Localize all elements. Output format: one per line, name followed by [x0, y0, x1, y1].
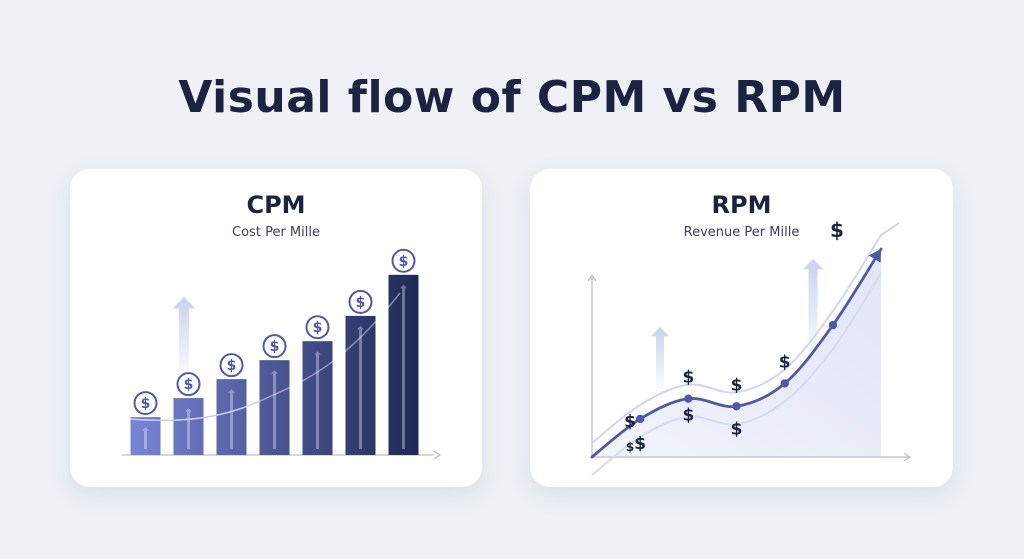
- bar-up-arrow-icon: [142, 427, 149, 449]
- rpm-point-marker: [828, 320, 838, 330]
- cpm-card: CPM Cost Per Mille $ $ $ $ $ $ $: [70, 169, 482, 487]
- cpm-bar: [388, 274, 419, 455]
- cpm-bar: [130, 417, 161, 455]
- rpm-dollar-label: $: [682, 368, 694, 388]
- rpm-point-marker: [635, 414, 645, 424]
- rpm-point-marker: [780, 379, 789, 388]
- svg-text:$: $: [141, 396, 151, 412]
- dollar-coin-icon: $: [348, 289, 373, 314]
- rpm-dollar-label: $: [731, 375, 743, 395]
- bar-up-arrow-icon: [271, 370, 278, 449]
- rpm-card-subtitle: Revenue Per Mille: [683, 225, 800, 240]
- cpm-bar: [173, 398, 204, 455]
- cpm-bar: [302, 341, 333, 455]
- bar-up-arrow-icon: [185, 408, 192, 449]
- rpm-dollar-label: $: [626, 440, 634, 454]
- cpm-trend-curve-light: [129, 400, 261, 422]
- cpm-card-title: CPM: [246, 191, 306, 219]
- rpm-x-axis-arrow-icon: [903, 452, 912, 462]
- background-up-arrow-icon: [172, 297, 196, 384]
- dollar-coin-icon: $: [133, 391, 158, 416]
- rpm-point-marker: [684, 394, 693, 403]
- background-up-arrow-icon: [650, 327, 670, 394]
- page-title: Visual flow of CPM vs RPM: [178, 72, 846, 123]
- rpm-echo-curve: [591, 222, 900, 444]
- rpm-point-marker: [732, 402, 741, 411]
- cpm-card-subtitle: Cost Per Mille: [232, 225, 320, 240]
- svg-text:$: $: [313, 320, 323, 336]
- dollar-coin-icon: $: [219, 353, 244, 378]
- rpm-line-chart: $$ $$$$$$$: [587, 218, 912, 476]
- svg-text:$: $: [399, 254, 409, 270]
- bar-up-arrow-icon: [357, 325, 364, 449]
- svg-text:$: $: [184, 377, 194, 393]
- cpm-bar-chart: $ $ $ $ $ $ $: [122, 248, 442, 460]
- rpm-dollar-label: $: [634, 434, 646, 454]
- svg-text:$: $: [270, 339, 280, 355]
- cpm-bar: [259, 360, 290, 455]
- dollar-coin-icon: $: [262, 334, 287, 359]
- bar-up-arrow-icon: [400, 284, 407, 449]
- svg-text:$: $: [356, 295, 366, 311]
- rpm-area-fill: [592, 249, 882, 457]
- rpm-echo-curve: [591, 272, 882, 476]
- rpm-card: RPM Revenue Per Mille $ $ $ $ $ $ $ $ $: [530, 169, 953, 487]
- svg-text:$: $: [227, 358, 237, 374]
- rpm-line-arrowhead-icon: [868, 249, 882, 263]
- rpm-y-axis-arrow-icon: [587, 273, 597, 282]
- background-up-arrow-icon: [802, 259, 824, 364]
- cpm-bar: [345, 315, 376, 455]
- bar-up-arrow-icon: [314, 351, 321, 449]
- cpm-x-axis-arrow-icon: [433, 450, 442, 460]
- dollar-coin-icon: $: [176, 372, 201, 397]
- bar-up-arrow-icon: [228, 389, 235, 449]
- rpm-dollar-label: $: [731, 419, 743, 439]
- rpm-dollar-label: $: [779, 352, 791, 372]
- dollar-coin-icon: $: [391, 248, 416, 273]
- rpm-card-title: RPM: [711, 191, 772, 219]
- rpm-dollar-label: $: [682, 406, 694, 426]
- rpm-dollar-label: $: [624, 412, 636, 432]
- dollar-coin-icon: $: [305, 315, 330, 340]
- cpm-bar: [216, 379, 247, 455]
- rpm-dollar-label: $: [830, 218, 844, 242]
